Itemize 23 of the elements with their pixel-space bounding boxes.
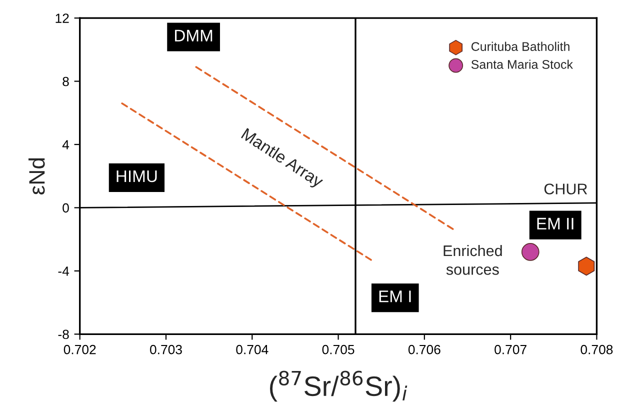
y-tick-label: 0: [62, 203, 69, 213]
annotation: HIMU: [116, 170, 157, 182]
x-tick-label: 0.708: [580, 344, 613, 354]
annotation: DMM: [175, 30, 212, 42]
x-axis-title: ($^{87}$Sr/$^{86}$Sr)$_{i}$: [270, 370, 408, 402]
annotation: EM II: [537, 218, 574, 230]
x-tick-label: 0.704: [236, 344, 268, 354]
annotation: EM I: [379, 290, 411, 302]
annotation: Enriched sources: [444, 244, 502, 275]
x-tick-label: 0.707: [494, 344, 526, 354]
y-tick-label: 8: [62, 76, 69, 86]
y-tick-label: -4: [58, 266, 70, 276]
annotation: CHUR: [544, 184, 588, 194]
y-axis-title: εNd: [28, 158, 45, 194]
legend-label: Santa Maria Stock: [471, 60, 573, 69]
x-tick-label: 0.703: [150, 344, 182, 354]
x-tick-label: 0.705: [322, 344, 354, 354]
y-tick-label: -8: [58, 330, 69, 340]
x-tick-label: 0.702: [64, 344, 96, 354]
x-tick-label: 0.706: [408, 344, 440, 354]
y-tick-label: 12: [56, 14, 69, 23]
y-tick-label: 4: [62, 140, 70, 150]
legend-label: Curituba Batholith: [471, 42, 570, 51]
